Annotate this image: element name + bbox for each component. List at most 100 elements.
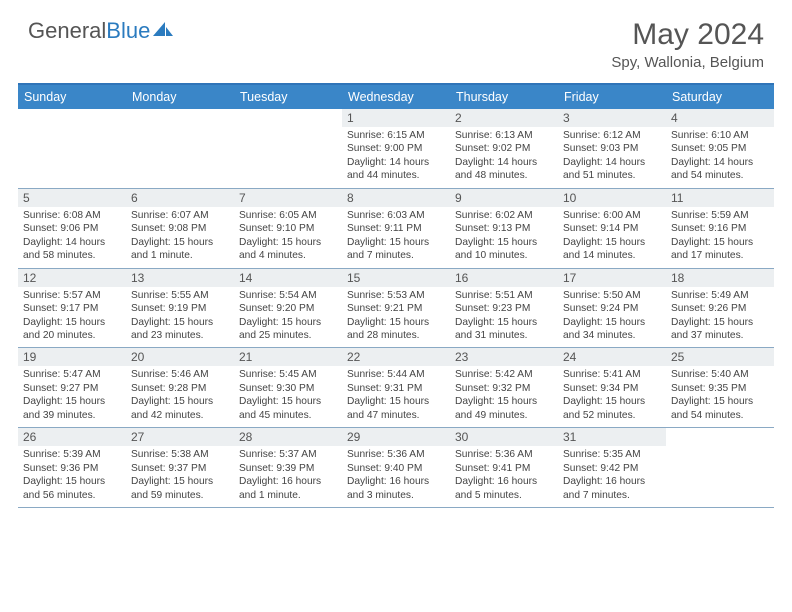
calendar-cell-empty bbox=[18, 109, 126, 188]
daylight-text: Daylight: 14 hours and 48 minutes. bbox=[455, 156, 553, 183]
sunrise-text: Sunrise: 5:44 AM bbox=[347, 368, 445, 381]
calendar-cell: 30Sunrise: 5:36 AMSunset: 9:41 PMDayligh… bbox=[450, 428, 558, 507]
daylight-text: Daylight: 16 hours and 1 minute. bbox=[239, 475, 337, 502]
sunset-text: Sunset: 9:41 PM bbox=[455, 462, 553, 475]
daylight-text: Daylight: 15 hours and 7 minutes. bbox=[347, 236, 445, 263]
day-number: 3 bbox=[558, 109, 666, 127]
logo-sail-icon bbox=[153, 18, 175, 44]
daylight-text: Daylight: 15 hours and 47 minutes. bbox=[347, 395, 445, 422]
day-number: 17 bbox=[558, 269, 666, 287]
day-number: 10 bbox=[558, 189, 666, 207]
title-block: May 2024 Spy, Wallonia, Belgium bbox=[611, 18, 764, 71]
calendar-cell: 8Sunrise: 6:03 AMSunset: 9:11 PMDaylight… bbox=[342, 189, 450, 268]
daylight-text: Daylight: 15 hours and 56 minutes. bbox=[23, 475, 121, 502]
calendar-cell: 4Sunrise: 6:10 AMSunset: 9:05 PMDaylight… bbox=[666, 109, 774, 188]
sunset-text: Sunset: 9:21 PM bbox=[347, 302, 445, 315]
sunset-text: Sunset: 9:02 PM bbox=[455, 142, 553, 155]
calendar-week: 12Sunrise: 5:57 AMSunset: 9:17 PMDayligh… bbox=[18, 269, 774, 349]
day-number: 2 bbox=[450, 109, 558, 127]
day-number: 28 bbox=[234, 428, 342, 446]
daylight-text: Daylight: 15 hours and 54 minutes. bbox=[671, 395, 769, 422]
calendar-cell: 21 Sunrise: 5:45 AMSunset: 9:30 PMDayligh… bbox=[234, 348, 342, 427]
day-number: 20 bbox=[126, 348, 234, 366]
calendar-cell: 3Sunrise: 6:12 AMSunset: 9:03 PMDaylight… bbox=[558, 109, 666, 188]
sunrise-text: Sunrise: 5:59 AM bbox=[671, 209, 769, 222]
sunrise-text: Sunrise: 5:49 AM bbox=[671, 289, 769, 302]
calendar-cell: 2 Sunrise: 6:13 AMSunset: 9:02 PMDaylight… bbox=[450, 109, 558, 188]
daylight-text: Daylight: 15 hours and 10 minutes. bbox=[455, 236, 553, 263]
day-number: 11 bbox=[666, 189, 774, 207]
calendar-cell: 12Sunrise: 5:57 AMSunset: 9:17 PMDayligh… bbox=[18, 269, 126, 348]
calendar-cell: 20Sunrise: 5:46 AMSunset: 9:28 PMDayligh… bbox=[126, 348, 234, 427]
location-subtitle: Spy, Wallonia, Belgium bbox=[611, 54, 764, 71]
daylight-text: Daylight: 14 hours and 54 minutes. bbox=[671, 156, 769, 183]
daylight-text: Daylight: 15 hours and 28 minutes. bbox=[347, 316, 445, 343]
sunrise-text: Sunrise: 5:55 AM bbox=[131, 289, 229, 302]
sunset-text: Sunset: 9:26 PM bbox=[671, 302, 769, 315]
daylight-text: Daylight: 15 hours and 37 minutes. bbox=[671, 316, 769, 343]
calendar-cell: 13Sunrise: 5:55 AMSunset: 9:19 PMDayligh… bbox=[126, 269, 234, 348]
calendar-cell: 24Sunrise: 5:41 AMSunset: 9:34 PMDayligh… bbox=[558, 348, 666, 427]
day-number: 13 bbox=[126, 269, 234, 287]
daylight-text: Daylight: 15 hours and 45 minutes. bbox=[239, 395, 337, 422]
calendar-weeks: 1Sunrise: 6:15 AMSunset: 9:00 PMDaylight… bbox=[18, 109, 774, 508]
day-number: 12 bbox=[18, 269, 126, 287]
calendar-cell: 25Sunrise: 5:40 AMSunset: 9:35 PMDayligh… bbox=[666, 348, 774, 427]
daylight-text: Daylight: 16 hours and 7 minutes. bbox=[563, 475, 661, 502]
calendar-cell: 10Sunrise: 6:00 AMSunset: 9:14 PMDayligh… bbox=[558, 189, 666, 268]
brand-logo: GeneralBlue bbox=[28, 18, 175, 44]
calendar-cell: 26Sunrise: 5:39 AMSunset: 9:36 PMDayligh… bbox=[18, 428, 126, 507]
month-title: May 2024 bbox=[611, 18, 764, 52]
sunrise-text: Sunrise: 6:02 AM bbox=[455, 209, 553, 222]
day-number: 31 bbox=[558, 428, 666, 446]
weekday-header: Saturday bbox=[666, 85, 774, 109]
sunset-text: Sunset: 9:27 PM bbox=[23, 382, 121, 395]
sunrise-text: Sunrise: 5:38 AM bbox=[131, 448, 229, 461]
daylight-text: Daylight: 15 hours and 49 minutes. bbox=[455, 395, 553, 422]
sunset-text: Sunset: 9:31 PM bbox=[347, 382, 445, 395]
sunrise-text: Sunrise: 5:45 AM bbox=[239, 368, 337, 381]
daylight-text: Daylight: 15 hours and 4 minutes. bbox=[239, 236, 337, 263]
sunset-text: Sunset: 9:28 PM bbox=[131, 382, 229, 395]
sunset-text: Sunset: 9:37 PM bbox=[131, 462, 229, 475]
sunset-text: Sunset: 9:23 PM bbox=[455, 302, 553, 315]
calendar-cell: 5Sunrise: 6:08 AMSunset: 9:06 PMDaylight… bbox=[18, 189, 126, 268]
sunrise-text: Sunrise: 6:07 AM bbox=[131, 209, 229, 222]
sunrise-text: Sunrise: 5:41 AM bbox=[563, 368, 661, 381]
sunset-text: Sunset: 9:10 PM bbox=[239, 222, 337, 235]
sunrise-text: Sunrise: 6:03 AM bbox=[347, 209, 445, 222]
daylight-text: Daylight: 15 hours and 39 minutes. bbox=[23, 395, 121, 422]
daylight-text: Daylight: 15 hours and 52 minutes. bbox=[563, 395, 661, 422]
daylight-text: Daylight: 15 hours and 17 minutes. bbox=[671, 236, 769, 263]
sunrise-text: Sunrise: 6:13 AM bbox=[455, 129, 553, 142]
calendar-cell: 18Sunrise: 5:49 AMSunset: 9:26 PMDayligh… bbox=[666, 269, 774, 348]
sunset-text: Sunset: 9:16 PM bbox=[671, 222, 769, 235]
sunrise-text: Sunrise: 6:00 AM bbox=[563, 209, 661, 222]
daylight-text: Daylight: 15 hours and 20 minutes. bbox=[23, 316, 121, 343]
sunset-text: Sunset: 9:32 PM bbox=[455, 382, 553, 395]
sunrise-text: Sunrise: 5:51 AM bbox=[455, 289, 553, 302]
sunset-text: Sunset: 9:42 PM bbox=[563, 462, 661, 475]
sunrise-text: Sunrise: 5:42 AM bbox=[455, 368, 553, 381]
sunset-text: Sunset: 9:30 PM bbox=[239, 382, 337, 395]
brand-part2: Blue bbox=[106, 18, 150, 44]
daylight-text: Daylight: 15 hours and 14 minutes. bbox=[563, 236, 661, 263]
sunset-text: Sunset: 9:05 PM bbox=[671, 142, 769, 155]
sunrise-text: Sunrise: 6:15 AM bbox=[347, 129, 445, 142]
day-number: 15 bbox=[342, 269, 450, 287]
day-number: 21 bbox=[234, 348, 342, 366]
weekday-header: Sunday bbox=[18, 85, 126, 109]
calendar-week: 19Sunrise: 5:47 AMSunset: 9:27 PMDayligh… bbox=[18, 348, 774, 428]
daylight-text: Daylight: 15 hours and 59 minutes. bbox=[131, 475, 229, 502]
calendar-cell: 14Sunrise: 5:54 AMSunset: 9:20 PMDayligh… bbox=[234, 269, 342, 348]
day-number: 27 bbox=[126, 428, 234, 446]
sunset-text: Sunset: 9:08 PM bbox=[131, 222, 229, 235]
page-header: GeneralBlue May 2024 Spy, Wallonia, Belg… bbox=[0, 0, 792, 77]
day-number: 22 bbox=[342, 348, 450, 366]
sunrise-text: Sunrise: 5:39 AM bbox=[23, 448, 121, 461]
sunrise-text: Sunrise: 5:40 AM bbox=[671, 368, 769, 381]
calendar-cell: 31Sunrise: 5:35 AMSunset: 9:42 PMDayligh… bbox=[558, 428, 666, 507]
sunset-text: Sunset: 9:19 PM bbox=[131, 302, 229, 315]
day-number: 14 bbox=[234, 269, 342, 287]
daylight-text: Daylight: 14 hours and 44 minutes. bbox=[347, 156, 445, 183]
